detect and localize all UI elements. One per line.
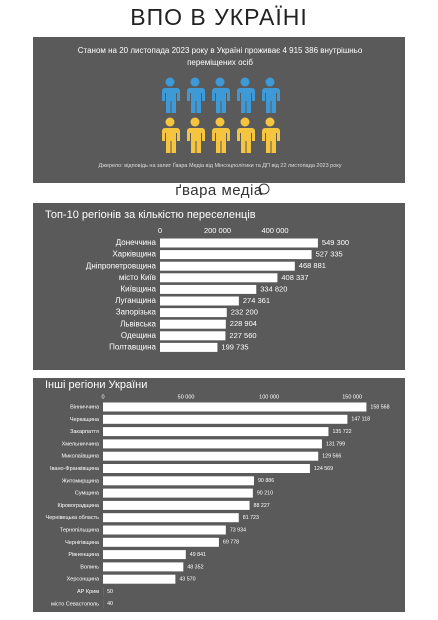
- category-label: Рівненщина: [68, 552, 100, 558]
- bar: [103, 500, 250, 510]
- value-label: 49 841: [190, 552, 206, 558]
- value-label: 158 568: [370, 404, 389, 410]
- value-label: 549 300: [322, 238, 349, 247]
- category-label: Черкащина: [70, 417, 100, 423]
- category-label: Сумщина: [75, 491, 100, 497]
- intro-text: Станом на 20 листопада 2023 року в Украї…: [77, 46, 363, 67]
- value-label: 228 904: [230, 319, 257, 328]
- value-label: 88 227: [254, 503, 270, 509]
- bar: [103, 488, 253, 498]
- category-label: Львівська: [120, 319, 156, 328]
- value-label: 50: [107, 589, 113, 595]
- value-label: 43 570: [179, 577, 195, 583]
- value-label: 124 569: [314, 466, 333, 472]
- value-label: 131 799: [326, 441, 345, 447]
- bar: [160, 308, 227, 318]
- x-tick-label: 150 000: [342, 394, 362, 400]
- category-label: Житомирщина: [62, 478, 100, 484]
- bar: [160, 296, 239, 306]
- category-label: місто Київ: [119, 273, 156, 282]
- value-label: 73 934: [230, 527, 246, 533]
- bar: [103, 439, 322, 449]
- bar: [160, 319, 226, 329]
- value-label: 227 560: [229, 331, 256, 340]
- logo-icon: [258, 183, 270, 195]
- logo: ґвара медіа: [175, 182, 263, 199]
- category-label: місто Севастополь: [51, 601, 99, 607]
- category-label: Волинь: [80, 564, 99, 570]
- value-label: 527 335: [316, 250, 343, 259]
- category-label: Чернівецька область: [46, 515, 100, 521]
- x-tick-label: 0: [101, 394, 104, 400]
- bar: [103, 414, 348, 424]
- category-label: Донеччина: [116, 238, 157, 247]
- bar: [103, 525, 226, 535]
- bar: [103, 402, 367, 412]
- category-label: Київщина: [120, 285, 156, 294]
- value-label: 90 210: [257, 491, 273, 497]
- bar: [160, 331, 226, 341]
- category-label: Тернопільщина: [60, 527, 100, 533]
- bar: [103, 476, 254, 486]
- bar: [103, 562, 184, 572]
- x-tick-label: 50 000: [178, 394, 195, 400]
- bar: [103, 550, 186, 560]
- x-tick-label: 200 000: [204, 226, 231, 235]
- category-label: Полтавщина: [109, 343, 156, 352]
- value-label: 69 778: [223, 540, 239, 546]
- x-tick-label: 100 000: [259, 394, 279, 400]
- chart-title: Топ-10 регіонів за кількістю переселенці…: [45, 209, 256, 221]
- bar: [103, 451, 319, 461]
- value-label: 147 118: [351, 417, 370, 423]
- value-label: 129 566: [322, 454, 341, 460]
- category-label: Херсонщина: [67, 577, 100, 583]
- category-label: Луганщина: [115, 296, 156, 305]
- value-label: 334 820: [260, 284, 287, 293]
- value-label: 90 886: [258, 478, 274, 484]
- category-label: Кіровоградщина: [58, 503, 100, 509]
- value-label: 468 881: [299, 261, 326, 270]
- bar: [160, 342, 218, 352]
- value-label: 408 337: [281, 273, 308, 282]
- bar: [103, 464, 310, 473]
- chart-title: Інші регіони України: [45, 379, 147, 391]
- bar: [103, 513, 239, 523]
- bar: [160, 261, 295, 271]
- bar: [103, 427, 329, 437]
- category-label: Дніпропетровщина: [86, 261, 157, 270]
- value-label: 40: [107, 601, 113, 607]
- category-label: Вінниччина: [70, 404, 100, 410]
- category-label: Харківщина: [112, 250, 156, 259]
- bar: [160, 273, 278, 283]
- category-label: Миколаївщина: [62, 454, 100, 460]
- category-label: Івано-Франківщина: [50, 466, 100, 472]
- bar: [160, 250, 312, 260]
- value-label: 81 723: [243, 515, 259, 521]
- source-note: Джерело: відповідь на запит Ґвара Медіа …: [98, 163, 342, 169]
- value-label: 232 200: [231, 308, 258, 317]
- bar: [160, 238, 318, 248]
- category-label: Чернігівщина: [65, 540, 100, 546]
- value-label: 199 735: [221, 342, 248, 351]
- value-label: 48 352: [187, 564, 203, 570]
- category-label: Хмельниччина: [62, 441, 100, 447]
- bar: [103, 574, 176, 584]
- x-tick-label: 400 000: [261, 226, 288, 235]
- x-tick-label: 0: [158, 226, 162, 235]
- bar: [160, 284, 257, 294]
- category-label: Запорізька: [116, 308, 157, 317]
- category-label: Закарпаття: [70, 429, 99, 435]
- category-label: Одещина: [121, 331, 157, 340]
- value-label: 135 722: [332, 429, 351, 435]
- bar: [103, 537, 219, 547]
- value-label: 274 361: [243, 296, 270, 305]
- category-label: АР Крим: [77, 589, 99, 595]
- page-title: ВПО В УКРАЇНІ: [130, 4, 308, 30]
